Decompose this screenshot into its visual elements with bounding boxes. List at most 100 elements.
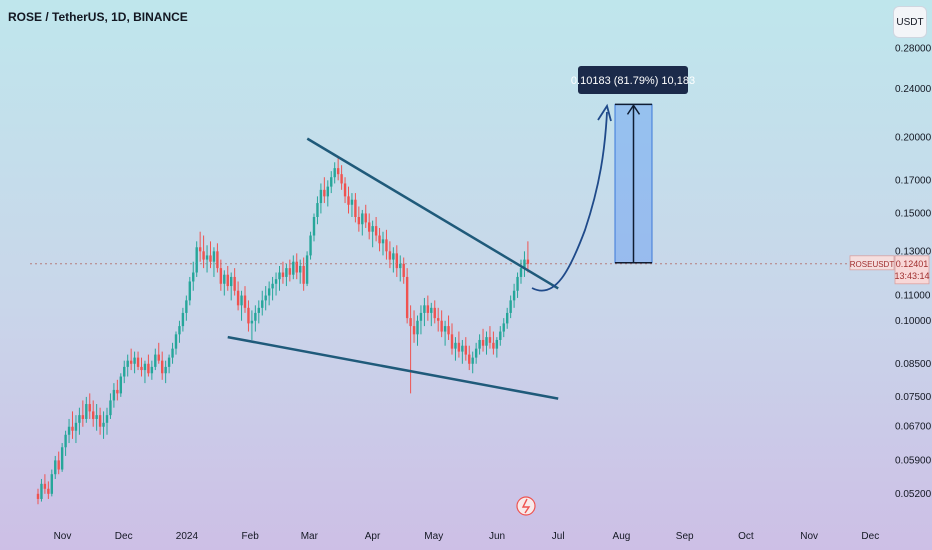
forecast-curve-arrow[interactable] (531, 111, 608, 292)
candle-body (185, 300, 188, 313)
candle-body (281, 272, 285, 277)
candle-body (254, 312, 257, 321)
candle-body (226, 274, 229, 287)
candle-body (312, 216, 316, 236)
candle-body (336, 168, 340, 175)
candle-body (454, 342, 457, 349)
candle-body (67, 426, 71, 435)
candle-body (105, 415, 109, 423)
candle-body (319, 189, 323, 204)
candle-body (271, 283, 274, 289)
candle-body (74, 422, 78, 431)
lower-trendline[interactable] (227, 335, 559, 400)
x-tick-label: Dec (115, 531, 133, 542)
projection-arrow-head (626, 104, 641, 115)
candle-body (450, 334, 454, 349)
candle-body (437, 318, 440, 321)
candle-body (474, 348, 478, 358)
candle-body (509, 300, 512, 313)
candle-body (174, 334, 178, 349)
candle-body (526, 259, 530, 264)
candle-body (85, 404, 88, 419)
candle-body (278, 272, 281, 280)
candle-body (309, 235, 312, 256)
candle-body (495, 339, 499, 349)
candle-body (488, 337, 492, 343)
y-tick-label: 0.13000 (895, 246, 932, 257)
candle-body (257, 307, 260, 313)
chart-title: ROSE / TetherUS, 1D, BINANCE (8, 10, 188, 24)
candle-body (347, 196, 350, 205)
x-tick-label: Nov (54, 531, 72, 542)
candle-body (440, 320, 443, 332)
y-tick-label: 0.24000 (895, 84, 932, 95)
candle-body (123, 366, 126, 377)
currency-unit-button[interactable]: USDT (893, 6, 927, 38)
candle-body (381, 239, 385, 244)
candle-body (523, 259, 526, 269)
candle-body (492, 342, 495, 349)
candle-body (395, 253, 398, 269)
candle-body (405, 276, 409, 319)
candle-body (150, 366, 154, 374)
x-tick-label: May (424, 531, 443, 542)
candle-body (468, 354, 471, 364)
candle-body (88, 404, 91, 412)
x-tick-label: Jun (489, 531, 505, 542)
candle-body (430, 307, 433, 313)
candle-body (102, 422, 105, 427)
candle-body (112, 389, 116, 401)
y-tick-label: 0.28000 (895, 43, 932, 54)
candle-body (164, 366, 167, 374)
candle-body (447, 326, 450, 335)
x-tick-label: Dec (861, 531, 879, 542)
candle-body (326, 186, 329, 197)
y-tick-label: 0.08500 (895, 359, 932, 370)
candle-body (464, 345, 467, 355)
candle-body (412, 326, 416, 335)
upper-trendline[interactable] (306, 137, 559, 290)
projection-label-box (578, 66, 688, 94)
candle-body (64, 434, 67, 448)
candle-body (516, 276, 519, 291)
candle-body (502, 323, 505, 332)
candle-body (129, 360, 133, 364)
candle-body (264, 295, 267, 301)
candle-body (136, 357, 140, 367)
x-tick-label: Apr (365, 531, 381, 542)
candle-body (98, 415, 102, 427)
symbol-label-box (849, 255, 895, 271)
candle-body (519, 268, 523, 277)
candle-body (305, 255, 309, 284)
candle-body (133, 357, 136, 364)
candle-body (240, 295, 243, 306)
candle-body (333, 168, 336, 178)
candle-body (78, 415, 81, 423)
candle-body (157, 354, 160, 361)
y-tick-label: 0.11000 (895, 291, 931, 302)
candle-body (399, 263, 402, 269)
candle-body (392, 253, 395, 260)
candle-body (43, 483, 47, 489)
candle-body (357, 216, 361, 225)
candle-body (316, 203, 319, 217)
candle-body (60, 447, 64, 470)
candle-body (385, 239, 388, 252)
candle-body (192, 272, 195, 282)
candle-body (219, 268, 223, 284)
candle-body (499, 331, 502, 340)
candle-body (233, 276, 236, 291)
candle-body (433, 307, 436, 319)
x-tick-label: Feb (242, 531, 260, 542)
candle-body (50, 474, 53, 494)
candle-body (95, 415, 98, 419)
event-marker-icon[interactable] (516, 496, 536, 516)
candle-body (178, 326, 181, 335)
candle-body (371, 226, 374, 232)
candle-body (140, 366, 143, 371)
candle-body (512, 290, 516, 301)
candle-body (40, 483, 43, 499)
countdown-label: 13:43:14 (894, 271, 929, 281)
